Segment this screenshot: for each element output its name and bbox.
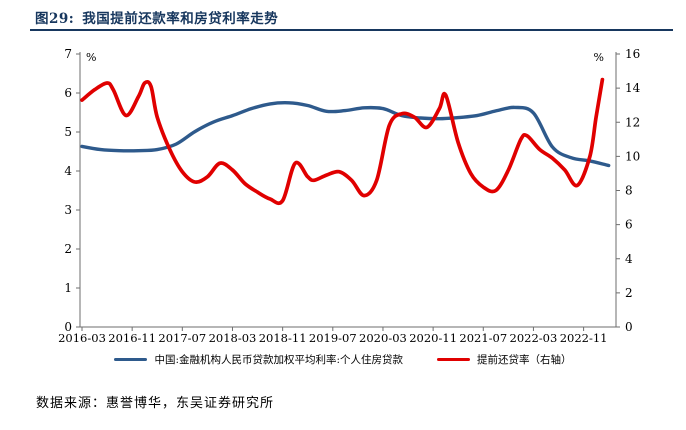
x-axis-tick-label: 2019-07 — [309, 331, 357, 345]
data-source-note: 数据来源：惠誉博华，东吴证券研究所 — [36, 396, 275, 411]
y-axis-right-tick-label: 8 — [625, 184, 633, 198]
y-axis-right-tick-label: 6 — [625, 218, 633, 232]
figure-title: 我国提前还款率和房贷利率走势 — [82, 11, 279, 27]
y-axis-right-tick-label: 0 — [625, 320, 633, 334]
y-axis-left-tick-label: 6 — [64, 86, 72, 100]
y-axis-right-tick-label: 4 — [625, 252, 633, 266]
x-axis-tick-label: 2018-03 — [209, 331, 257, 345]
legend-label-prepayment-rate: 提前还贷率（右轴） — [477, 354, 572, 366]
y-axis-right-tick-label: 10 — [625, 149, 640, 163]
x-axis-tick-label: 2021-07 — [459, 331, 507, 345]
x-axis-tick-label: 2020-03 — [359, 331, 407, 345]
figure-number-label: 图29: — [35, 11, 75, 27]
x-axis-tick-label: 2018-11 — [259, 331, 307, 345]
x-axis-tick-label: 2017-07 — [158, 331, 206, 345]
legend-line-swatch-blue — [114, 357, 148, 362]
y-axis-left-tick-label: 3 — [64, 203, 72, 217]
chart-legend: 中国:金融机构人民币贷款加权平均利率:个人住房贷款 提前还贷率（右轴） — [0, 352, 686, 367]
x-axis-tick-label: 2016-03 — [58, 331, 106, 345]
y-axis-right-tick-label: 14 — [625, 81, 641, 95]
x-axis-tick-label: 2022-11 — [560, 331, 608, 345]
y-axis-right-tick-label: 2 — [625, 286, 633, 300]
x-axis-tick-label: 2020-11 — [409, 331, 457, 345]
y-axis-right-tick-label: 16 — [625, 47, 640, 61]
right-axis-unit-label: % — [594, 51, 604, 64]
y-axis-left-tick-label: 5 — [64, 125, 72, 139]
series-line-prepayment-rate — [80, 77, 605, 206]
y-axis-left-tick-label: 4 — [64, 164, 72, 178]
x-axis-tick-label: 2022-03 — [510, 331, 558, 345]
legend-item-prepayment-rate: 提前还贷率（右轴） — [437, 352, 572, 367]
y-axis-left-tick-label: 2 — [64, 242, 72, 256]
figure-header: 图29: 我国提前还款率和房贷利率走势 — [35, 7, 278, 27]
y-axis-left-tick-label: 7 — [64, 47, 72, 61]
series-line-mortgage-rate — [80, 101, 611, 168]
y-axis-right-tick-label: 12 — [625, 115, 640, 129]
y-axis-left-tick-label: 0 — [64, 320, 72, 334]
x-axis-tick-label: 2016-11 — [108, 331, 156, 345]
y-axis-left-tick-label: 1 — [64, 281, 72, 295]
left-axis-unit-label: % — [86, 51, 96, 64]
title-divider — [30, 29, 673, 31]
legend-label-mortgage-rate: 中国:金融机构人民币贷款加权平均利率:个人住房贷款 — [154, 354, 404, 366]
legend-line-swatch-red — [437, 357, 471, 362]
legend-item-mortgage-rate: 中国:金融机构人民币贷款加权平均利率:个人住房贷款 — [114, 352, 403, 367]
